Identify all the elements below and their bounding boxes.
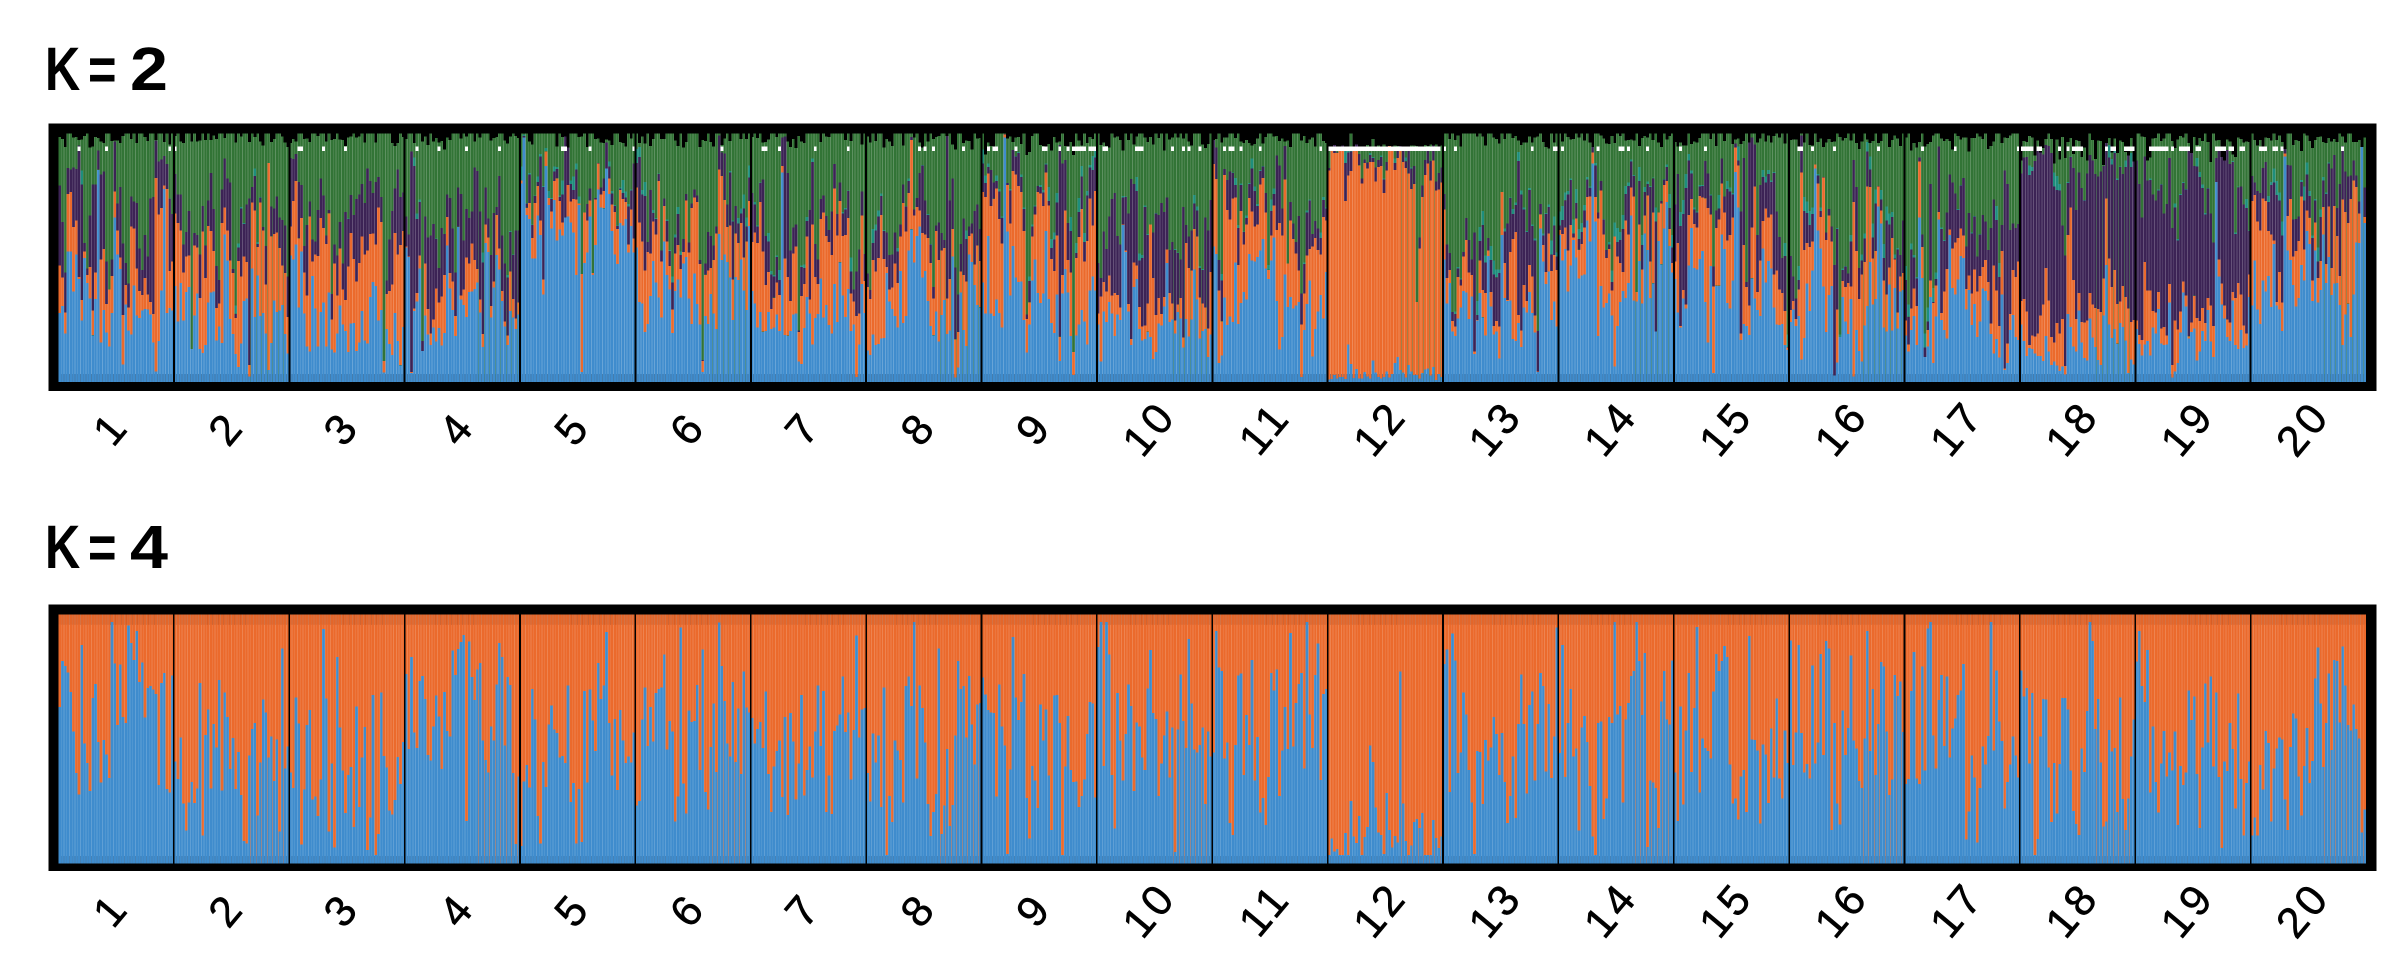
svg-text:4: 4 — [130, 512, 168, 581]
svg-text:K: K — [45, 35, 80, 103]
svg-text:=: = — [88, 35, 116, 103]
svg-text:2: 2 — [130, 34, 168, 103]
svg-text:K: K — [45, 513, 80, 581]
svg-text:=: = — [88, 513, 116, 581]
